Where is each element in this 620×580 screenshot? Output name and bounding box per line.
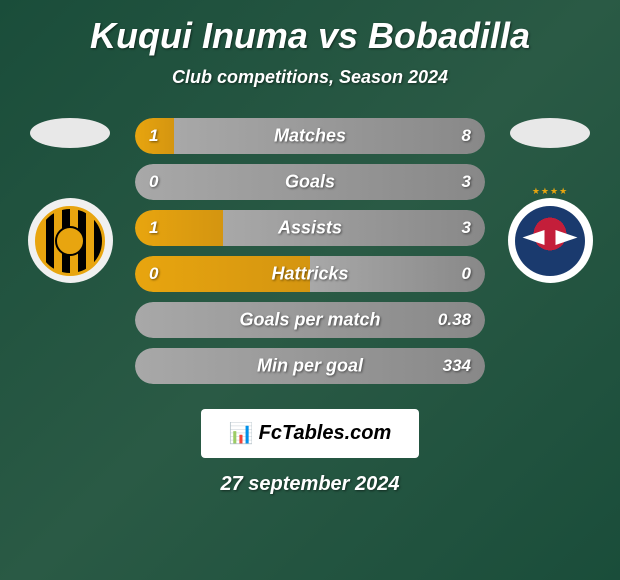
stat-label: Goals per match bbox=[239, 310, 380, 331]
stat-value-left: 0 bbox=[149, 264, 158, 284]
stars-icon: ★★★★ bbox=[532, 186, 568, 197]
stat-bar: Min per goal 334 bbox=[135, 348, 485, 384]
stat-label: Goals bbox=[285, 172, 335, 193]
stat-label: Hattricks bbox=[271, 264, 348, 285]
stats-column: Matches18Goals03Assists13Hattricks00Goal… bbox=[120, 118, 500, 394]
stat-value-right: 0 bbox=[462, 264, 471, 284]
brand-logo: 📊 FcTables.com bbox=[201, 409, 420, 458]
stat-value-right: 8 bbox=[462, 126, 471, 146]
stat-bar: Hattricks 0 0 bbox=[135, 256, 485, 292]
stat-value-left: 0 bbox=[149, 172, 158, 192]
stat-bar: Matches 1 8 bbox=[135, 118, 485, 154]
stat-value-right: 3 bbox=[462, 172, 471, 192]
player-right-column: ★★★★ bbox=[500, 118, 600, 283]
player-left-column bbox=[20, 118, 120, 283]
date: 27 september 2024 bbox=[220, 473, 399, 496]
stat-label: Min per goal bbox=[257, 356, 363, 377]
page-title: Kuqui Inuma vs Bobadilla bbox=[90, 15, 530, 57]
brand-text: FcTables.com bbox=[259, 422, 392, 445]
club-badge-left bbox=[28, 198, 113, 283]
subtitle: Club competitions, Season 2024 bbox=[172, 67, 448, 88]
stat-value-right: 3 bbox=[462, 218, 471, 238]
club-badge-right: ★★★★ bbox=[508, 198, 593, 283]
comparison-area: Matches18Goals03Assists13Hattricks00Goal… bbox=[20, 118, 600, 394]
brand-icon: 📊 bbox=[229, 421, 254, 446]
stat-label: Matches bbox=[274, 126, 346, 147]
stat-bar: Goals 0 3 bbox=[135, 164, 485, 200]
stat-value-left: 1 bbox=[149, 218, 158, 238]
stat-bar: Assists 1 3 bbox=[135, 210, 485, 246]
player-left-avatar bbox=[30, 118, 110, 148]
stat-label: Assists bbox=[278, 218, 342, 239]
player-right-avatar bbox=[510, 118, 590, 148]
stat-value-right: 334 bbox=[443, 356, 471, 376]
stat-bar: Goals per match 0.38 bbox=[135, 302, 485, 338]
stat-value-right: 0.38 bbox=[438, 310, 471, 330]
stat-value-left: 1 bbox=[149, 126, 158, 146]
